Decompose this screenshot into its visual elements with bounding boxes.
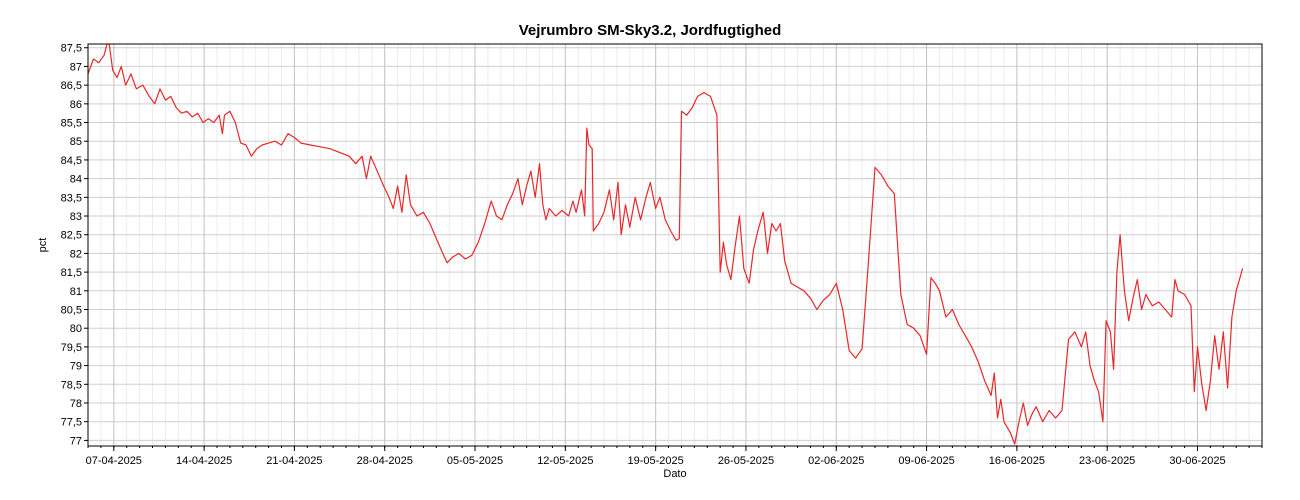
gridlines	[87, 44, 1263, 446]
y-tick-label: 80	[70, 323, 82, 335]
x-tick-label: 19-05-2025	[628, 455, 684, 467]
x-tick-label: 05-05-2025	[447, 455, 503, 467]
y-tick-label: 78,5	[61, 379, 82, 391]
y-tick-label: 81	[70, 286, 82, 298]
x-tick-label: 12-05-2025	[537, 455, 593, 467]
y-tick-label: 83	[70, 211, 82, 223]
y-tick-label: 87	[70, 61, 82, 73]
y-tick-label: 79,5	[61, 342, 82, 354]
x-tick-label: 23-06-2025	[1079, 455, 1135, 467]
y-tick-label: 80,5	[61, 305, 82, 317]
y-tick-label: 82,5	[61, 230, 82, 242]
y-tick-label: 78	[70, 398, 82, 410]
y-tick-label: 79	[70, 361, 82, 373]
y-tick-label: 84	[70, 174, 82, 186]
y-axis-ticks: 77 77,5 78 78,5 79 79,5 80 80,5 81 81,5 82 82,5 83 83…	[61, 43, 88, 447]
y-tick-label: 82	[70, 248, 82, 260]
x-tick-label: 28-04-2025	[357, 455, 413, 467]
x-tick-label: 26-05-2025	[718, 455, 774, 467]
x-tick-label: 21-04-2025	[266, 455, 322, 467]
x-tick-label: 09-06-2025	[898, 455, 954, 467]
y-tick-label: 84,5	[61, 155, 82, 167]
x-tick-label: 07-04-2025	[86, 455, 142, 467]
y-tick-label: 86	[70, 99, 82, 111]
series-line	[88, 44, 1244, 445]
x-axis-ticks: 07-04-2025 14-04-2025 21-04-2025 28-04-2025…	[86, 446, 1263, 467]
y-tick-label: 77	[70, 435, 82, 447]
y-tick-label: 85	[70, 136, 82, 148]
y-tick-label: 83,5	[61, 192, 82, 204]
x-tick-label: 16-06-2025	[989, 455, 1045, 467]
y-tick-label: 87,5	[61, 43, 82, 55]
y-tick-label: 85,5	[61, 118, 82, 130]
y-axis-label: pct	[37, 238, 49, 253]
y-tick-label: 77,5	[61, 417, 82, 429]
y-tick-label: 81,5	[61, 267, 82, 279]
y-tick-label: 86,5	[61, 80, 82, 92]
x-tick-label: 14-04-2025	[176, 455, 232, 467]
x-tick-label: 02-06-2025	[808, 455, 864, 467]
x-axis-label: Dato	[663, 468, 686, 480]
chart-title: Vejrumbro SM-Sky3.2, Jordfugtighed	[519, 22, 782, 39]
plot-area	[87, 43, 1263, 447]
x-tick-label: 30-06-2025	[1169, 455, 1225, 467]
series-layer	[88, 44, 1244, 445]
